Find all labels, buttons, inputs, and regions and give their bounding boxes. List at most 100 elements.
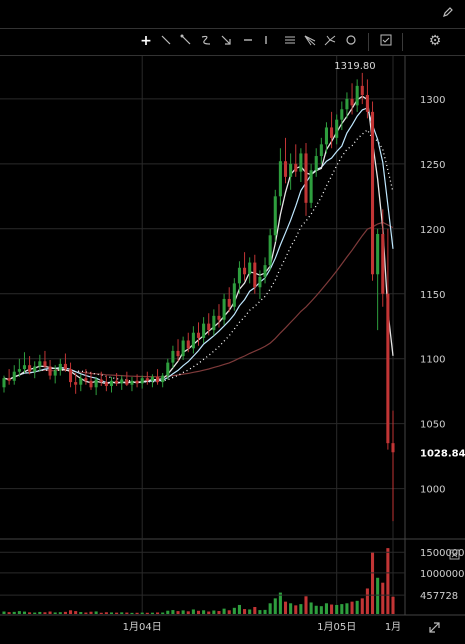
volume-bar <box>43 612 47 614</box>
volume-bar <box>17 611 21 614</box>
parallel-lines-icon[interactable] <box>282 33 298 49</box>
volume-bar <box>360 598 364 614</box>
price-chart[interactable]: 1000 1050 1100 1150 1200 1250 1300 1319.80 1028.… <box>0 56 465 640</box>
candle-body <box>171 350 175 363</box>
volume-bar <box>196 610 201 614</box>
trendline-icon[interactable] <box>158 33 174 49</box>
volume-bar <box>63 611 67 614</box>
candle-body <box>48 366 52 376</box>
candle <box>84 369 88 385</box>
y-tick-label: 1100 <box>420 355 445 366</box>
candle-body <box>38 361 42 367</box>
screenshot-icon[interactable] <box>378 33 394 49</box>
volume-bar <box>74 611 78 614</box>
volume-bar <box>28 612 32 614</box>
candle <box>222 293 226 325</box>
volume-bar <box>309 602 313 614</box>
volume-bar <box>345 603 349 614</box>
circle-icon[interactable] <box>343 33 359 49</box>
settings-icon[interactable]: ⚙ <box>428 33 442 49</box>
candle <box>289 153 293 190</box>
candle-body <box>299 153 303 172</box>
candle-body <box>273 196 277 236</box>
candle-body <box>263 265 267 277</box>
expand-icon[interactable] <box>429 622 440 633</box>
close-volume-icon[interactable] <box>449 549 460 560</box>
candle-body <box>340 109 344 120</box>
vertical-line-icon[interactable] <box>258 33 274 49</box>
volume-bar <box>258 610 262 614</box>
candle-body <box>370 111 375 275</box>
candle-body <box>181 340 185 357</box>
volume-tick-label: 1500000 <box>420 548 465 559</box>
volume-bar <box>171 610 175 614</box>
candle <box>227 287 231 312</box>
curve-icon[interactable] <box>198 33 214 49</box>
candle-body <box>156 376 160 383</box>
candle <box>69 362 73 388</box>
candle <box>278 148 282 206</box>
y-tick-label: 1150 <box>420 290 445 301</box>
volume-bar <box>243 609 247 614</box>
candle-body <box>12 371 16 381</box>
candle <box>202 317 206 344</box>
candle <box>299 148 303 183</box>
candle <box>319 137 323 164</box>
candle <box>120 375 124 390</box>
candle-body <box>319 144 323 157</box>
top-bar <box>0 0 465 29</box>
volume-bar <box>370 552 375 614</box>
candle <box>273 189 277 242</box>
candle-body <box>202 323 206 338</box>
candle-body <box>166 362 170 376</box>
volume-bar <box>319 606 323 614</box>
candle <box>355 79 359 112</box>
crosshair-icon[interactable]: + <box>140 33 152 49</box>
toolbar-separator <box>368 33 369 51</box>
candle-body <box>381 233 385 294</box>
candle-body <box>309 170 313 203</box>
volume-bar <box>161 612 165 614</box>
pencil-icon[interactable] <box>440 6 456 22</box>
candle-body <box>7 378 11 381</box>
close-icon-stroke <box>451 551 458 558</box>
pitchfork-icon[interactable] <box>322 33 338 49</box>
candle-body <box>28 365 32 372</box>
candle-body <box>43 361 47 367</box>
volume-bar <box>350 601 354 614</box>
candle <box>360 72 364 105</box>
candle <box>140 375 144 389</box>
y-tick-label: 1250 <box>420 160 445 171</box>
volume-bar <box>176 611 180 614</box>
volume-bar <box>140 612 144 614</box>
volume-bar <box>248 609 252 614</box>
drawing-toolbar: + ⚙ <box>0 29 465 56</box>
candle <box>94 376 98 396</box>
candle <box>104 375 108 392</box>
volume-bar <box>130 612 134 614</box>
horizontal-line-icon[interactable] <box>240 33 256 49</box>
volume-bar <box>191 609 195 614</box>
peak-price-label: 1319.80 <box>334 61 375 72</box>
candle-body <box>222 298 226 320</box>
ray-icon[interactable] <box>178 33 194 49</box>
volume-bar <box>79 612 83 614</box>
fan-icon[interactable] <box>302 33 318 49</box>
arrow-icon[interactable] <box>218 33 234 49</box>
candle-body <box>140 378 144 384</box>
volume-bar <box>135 612 139 614</box>
volume-bar <box>104 612 108 614</box>
candle <box>125 371 129 386</box>
candle-body <box>335 119 339 138</box>
candle-body <box>58 363 62 371</box>
candle <box>350 83 354 115</box>
candle-body <box>145 378 149 381</box>
volume-bar <box>7 612 11 614</box>
volume-bar <box>386 548 390 614</box>
candle <box>38 354 42 372</box>
chart-area[interactable]: 1000 1050 1100 1150 1200 1250 1300 1319.80 1028.… <box>0 56 465 640</box>
x-tick-label: 1月04日 <box>123 621 162 633</box>
candle <box>365 79 369 119</box>
candle <box>309 163 313 209</box>
candle-body <box>217 315 221 320</box>
